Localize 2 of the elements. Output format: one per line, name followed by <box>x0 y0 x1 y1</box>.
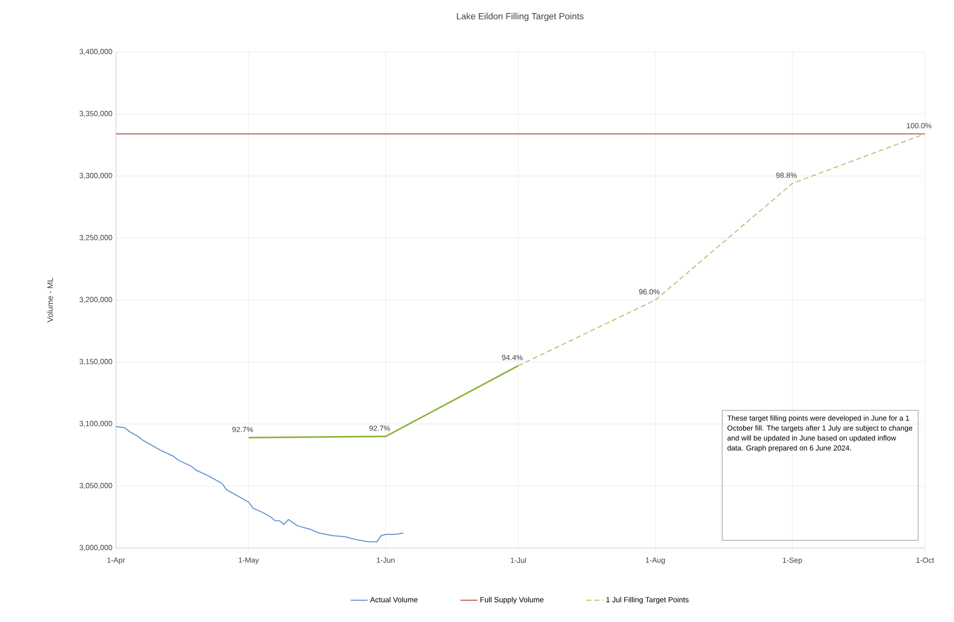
chart-title: Lake Eildon Filling Target Points <box>456 12 584 22</box>
line-series <box>116 426 404 542</box>
